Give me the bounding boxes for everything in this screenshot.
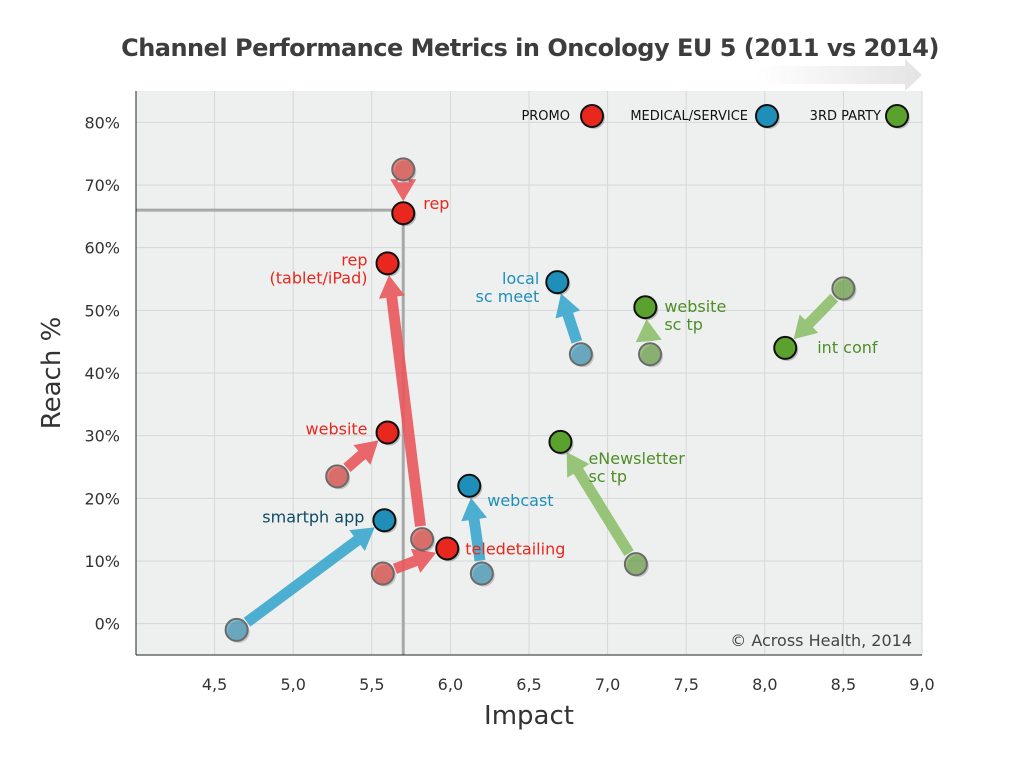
x-tick-label: 8,0: [752, 675, 777, 694]
point-2011: [224, 617, 249, 642]
y-tick-label: 70%: [84, 176, 120, 195]
point-label: website sc tp: [664, 297, 726, 334]
x-tick-label: 9,0: [909, 675, 934, 694]
y-axis-title: Reach %: [37, 317, 67, 430]
trend-arrow: [243, 527, 375, 627]
legend-label: PROMO: [521, 109, 570, 124]
point-2014: [375, 251, 400, 276]
point-2011: [370, 561, 395, 586]
point-2014: [773, 335, 798, 360]
title-arrow-decoration: [756, 59, 922, 91]
legend-marker: [885, 104, 909, 128]
point-2011: [469, 561, 494, 586]
x-tick-label: 8,5: [831, 675, 856, 694]
point-2011: [568, 342, 593, 367]
point-2014: [372, 508, 397, 533]
trend-arrow: [392, 548, 437, 574]
trend-arrow: [566, 452, 634, 556]
trend-arrow: [461, 497, 487, 562]
point-2014: [457, 473, 482, 498]
legend-marker: [580, 104, 604, 128]
chart-title: Channel Performance Metrics in Oncology …: [121, 34, 939, 62]
point-2014: [633, 295, 658, 320]
x-tick-label: 7,0: [595, 675, 620, 694]
point-label: teledetailing: [465, 539, 565, 558]
y-tick-label: 60%: [84, 239, 120, 258]
point-2011: [831, 276, 856, 301]
x-tick-label: 5,0: [280, 675, 305, 694]
trend-arrow: [343, 440, 379, 472]
trend-arrow: [555, 293, 583, 344]
point-2014: [375, 420, 400, 445]
point-2014: [435, 536, 460, 561]
x-axis-title: Impact: [484, 701, 574, 731]
point-label: rep: [423, 194, 449, 213]
y-tick-label: 0%: [95, 615, 120, 634]
point-label: webcast: [487, 491, 553, 510]
x-tick-label: 6,0: [438, 675, 463, 694]
legend-label: 3RD PARTY: [810, 109, 881, 124]
legend-marker: [755, 104, 779, 128]
trend-arrow: [390, 179, 417, 202]
y-tick-label: 30%: [84, 427, 120, 446]
point-label: smartph app: [262, 507, 364, 526]
trend-arrow: [635, 319, 662, 343]
point-label: website: [306, 420, 368, 439]
y-tick-label: 80%: [84, 113, 120, 132]
point-2011: [410, 527, 435, 552]
x-tick-label: 7,5: [673, 675, 698, 694]
point-label: rep (tablet/iPad): [270, 250, 368, 287]
y-tick-label: 50%: [84, 301, 120, 320]
legend-label: MEDICAL/SERVICE: [630, 109, 748, 124]
point-label: eNewsletter sc tp: [588, 449, 685, 486]
x-tick-label: 6,5: [516, 675, 541, 694]
y-tick-label: 10%: [84, 552, 120, 571]
trend-arrow: [793, 293, 839, 340]
point-2014: [545, 270, 570, 295]
y-tick-label: 40%: [84, 364, 120, 383]
copyright-annotation: © Across Health, 2014: [730, 631, 912, 650]
point-label: local sc meet: [476, 269, 540, 306]
point-label: int conf: [817, 338, 878, 357]
point-2014: [548, 429, 573, 454]
point-2011: [638, 342, 663, 367]
y-tick-label: 20%: [84, 489, 120, 508]
point-2011: [391, 157, 416, 182]
trend-arrow: [378, 275, 426, 527]
point-2011: [325, 464, 350, 489]
point-2014: [391, 201, 416, 226]
point-2011: [623, 552, 648, 577]
x-tick-label: 5,5: [359, 675, 384, 694]
x-tick-label: 4,5: [202, 675, 227, 694]
